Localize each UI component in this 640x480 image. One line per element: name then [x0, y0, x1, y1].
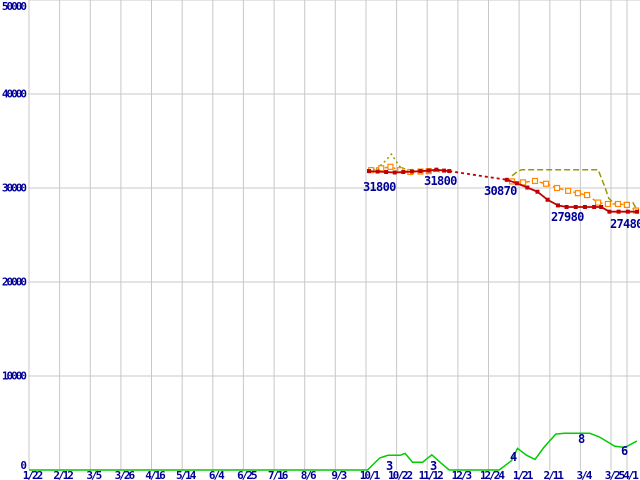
green-count-line — [29, 432, 638, 471]
x-tick-label: 12/3 — [452, 469, 472, 480]
x-tick-label: 6/4 — [209, 469, 225, 480]
data-point-marker — [564, 187, 572, 194]
x-tick-label: 4/16 — [145, 469, 166, 480]
data-value-label: 3 — [386, 459, 393, 473]
y-tick-label: 50000 — [2, 0, 26, 13]
data-point-marker — [564, 204, 569, 209]
data-value-label: 31800 — [363, 180, 396, 194]
data-point-marker — [442, 168, 447, 173]
data-point-marker — [366, 169, 371, 174]
data-value-label: 6 — [621, 444, 628, 458]
data-point-marker — [616, 209, 621, 214]
data-point-marker — [607, 209, 612, 214]
x-tick-label: 4/1 — [623, 469, 639, 480]
data-point-marker — [635, 209, 640, 214]
data-value-label: 4 — [510, 450, 517, 464]
y-tick-label: 0 — [20, 459, 26, 472]
x-tick-label: 10/1 — [360, 469, 381, 480]
data-point-marker — [604, 200, 612, 208]
data-point-marker — [426, 168, 431, 173]
x-tick-label: 7/16 — [268, 469, 289, 480]
y-tick-label: 40000 — [2, 88, 26, 101]
data-point-marker — [555, 203, 560, 208]
data-point-marker — [418, 169, 423, 174]
data-point-marker — [592, 204, 597, 209]
data-point-marker — [504, 177, 509, 182]
x-tick-label: 3/5 — [86, 469, 101, 480]
data-point-marker — [614, 200, 622, 208]
x-tick-label: 3/4 — [576, 469, 592, 480]
x-tick-label: 1/21 — [513, 469, 534, 480]
data-point-marker — [595, 199, 602, 206]
data-point-marker — [623, 201, 630, 209]
data-point-marker — [625, 209, 630, 214]
data-point-marker — [392, 170, 397, 175]
data-point-marker — [384, 170, 389, 175]
red-price-line-gap — [449, 170, 507, 181]
x-tick-label: 3/25 — [605, 469, 625, 480]
data-point-marker — [531, 177, 539, 185]
data-value-label: 30870 — [484, 184, 517, 198]
data-value-label: 3 — [430, 459, 437, 473]
data-point-marker — [387, 163, 394, 170]
x-tick-label: 11/12 — [419, 469, 443, 480]
x-tick-label: 6/25 — [237, 469, 257, 480]
data-point-marker — [434, 167, 439, 172]
data-value-label: 27480 — [610, 217, 640, 231]
data-point-marker — [574, 190, 581, 197]
x-tick-label: 3/26 — [115, 469, 136, 480]
series-layer — [29, 152, 640, 471]
data-point-marker — [535, 189, 540, 194]
data-value-label: 27980 — [551, 210, 584, 224]
data-point-marker — [447, 169, 452, 174]
data-point-marker — [599, 204, 604, 209]
data-point-marker — [582, 204, 587, 209]
data-point-marker — [514, 181, 519, 186]
x-tick-label: 2/12 — [53, 469, 73, 480]
x-tick-label: 9/3 — [331, 469, 346, 480]
data-point-marker — [545, 197, 550, 202]
data-point-marker — [375, 169, 380, 174]
y-tick-label: 10000 — [2, 370, 26, 383]
red-price-line-a-markers — [366, 167, 452, 175]
data-point-marker — [583, 191, 591, 199]
data-value-label: 8 — [578, 432, 585, 446]
data-point-marker — [573, 204, 578, 209]
x-tick-label: 8/6 — [301, 469, 317, 480]
x-tick-label: 12/24 — [480, 469, 505, 480]
data-point-marker — [525, 185, 530, 190]
x-tick-label: 10/22 — [388, 469, 412, 480]
y-tick-label: 30000 — [2, 182, 26, 195]
x-tick-label: 5/14 — [176, 469, 197, 480]
x-tick-label: 2/11 — [544, 469, 565, 480]
grid-layer — [28, 0, 640, 470]
x-tick-label: 1/22 — [23, 469, 43, 480]
data-point-marker — [542, 180, 550, 187]
y-tick-label: 20000 — [2, 276, 26, 289]
data-value-label: 31800 — [424, 174, 457, 188]
red-price-line-b-markers — [504, 177, 640, 214]
data-point-marker — [378, 165, 385, 172]
data-point-marker — [409, 169, 414, 174]
data-point-marker — [553, 184, 561, 192]
data-point-marker — [401, 170, 406, 175]
